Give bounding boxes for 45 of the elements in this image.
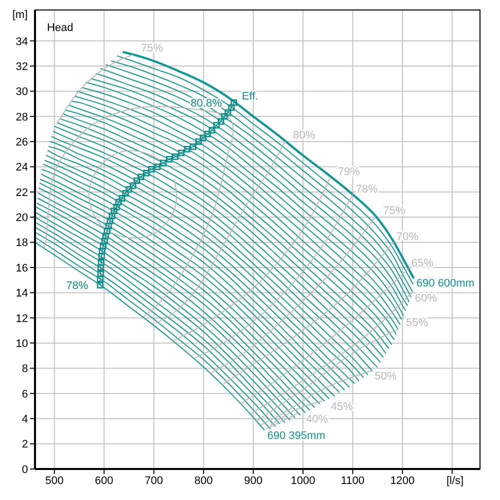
annotation: Head [47, 22, 74, 34]
y-axis-title: [m] [12, 8, 28, 21]
y-tick-label: 32 [16, 60, 28, 73]
y-tick-label: 26 [16, 136, 28, 148]
series-label: 690 600mm [416, 278, 474, 290]
y-tick-label: 30 [16, 86, 28, 98]
y-tick-label: 34 [16, 36, 28, 48]
series-label: 70% [396, 231, 419, 244]
x-tick-label: 600 [94, 474, 114, 487]
x-tick-label: 800 [194, 474, 213, 487]
y-tick-label: 24 [16, 162, 28, 174]
x-tick-label: 500 [45, 474, 64, 487]
series-label: 78% [356, 183, 378, 196]
annotation: 78% [66, 280, 88, 292]
x-tick-label: 900 [244, 474, 262, 487]
series-label: 65% [411, 258, 434, 270]
series-label: 40% [306, 414, 328, 426]
y-tick-label: 0 [22, 464, 28, 476]
series-label: 45% [330, 400, 354, 413]
series-label: 55% [406, 317, 428, 330]
y-tick-label: 22 [16, 186, 28, 199]
y-tick-label: 10 [16, 338, 28, 350]
y-tick-label: 16 [16, 262, 28, 274]
y-tick-label: 20 [16, 212, 28, 224]
series-label: 60% [414, 292, 438, 305]
x-tick-label: 1100 [340, 474, 365, 487]
y-tick-label: 6 [22, 388, 28, 400]
series-label: 80% [293, 130, 316, 142]
y-tick-label: 8 [22, 363, 28, 376]
series-label: 690 395mm [267, 430, 326, 442]
series-label: 75% [140, 42, 164, 55]
x-tick-label: 1200 [390, 474, 415, 487]
y-tick-label: 12 [16, 312, 28, 325]
y-tick-label: 14 [16, 288, 28, 300]
y-tick-label: 4 [22, 414, 28, 426]
series-label: 79% [338, 166, 360, 178]
series-label: Eff. [242, 90, 258, 102]
y-tick-label: 18 [16, 237, 28, 250]
y-tick-label: 2 [22, 438, 28, 451]
x-tick-label: 1000 [290, 474, 316, 487]
series-label: 75% [383, 205, 406, 218]
series-label: 50% [374, 370, 397, 383]
y-tick-label: 28 [16, 111, 28, 124]
x-tick-label: 700 [144, 474, 164, 487]
x-axis-title: [l/s] [446, 474, 464, 487]
